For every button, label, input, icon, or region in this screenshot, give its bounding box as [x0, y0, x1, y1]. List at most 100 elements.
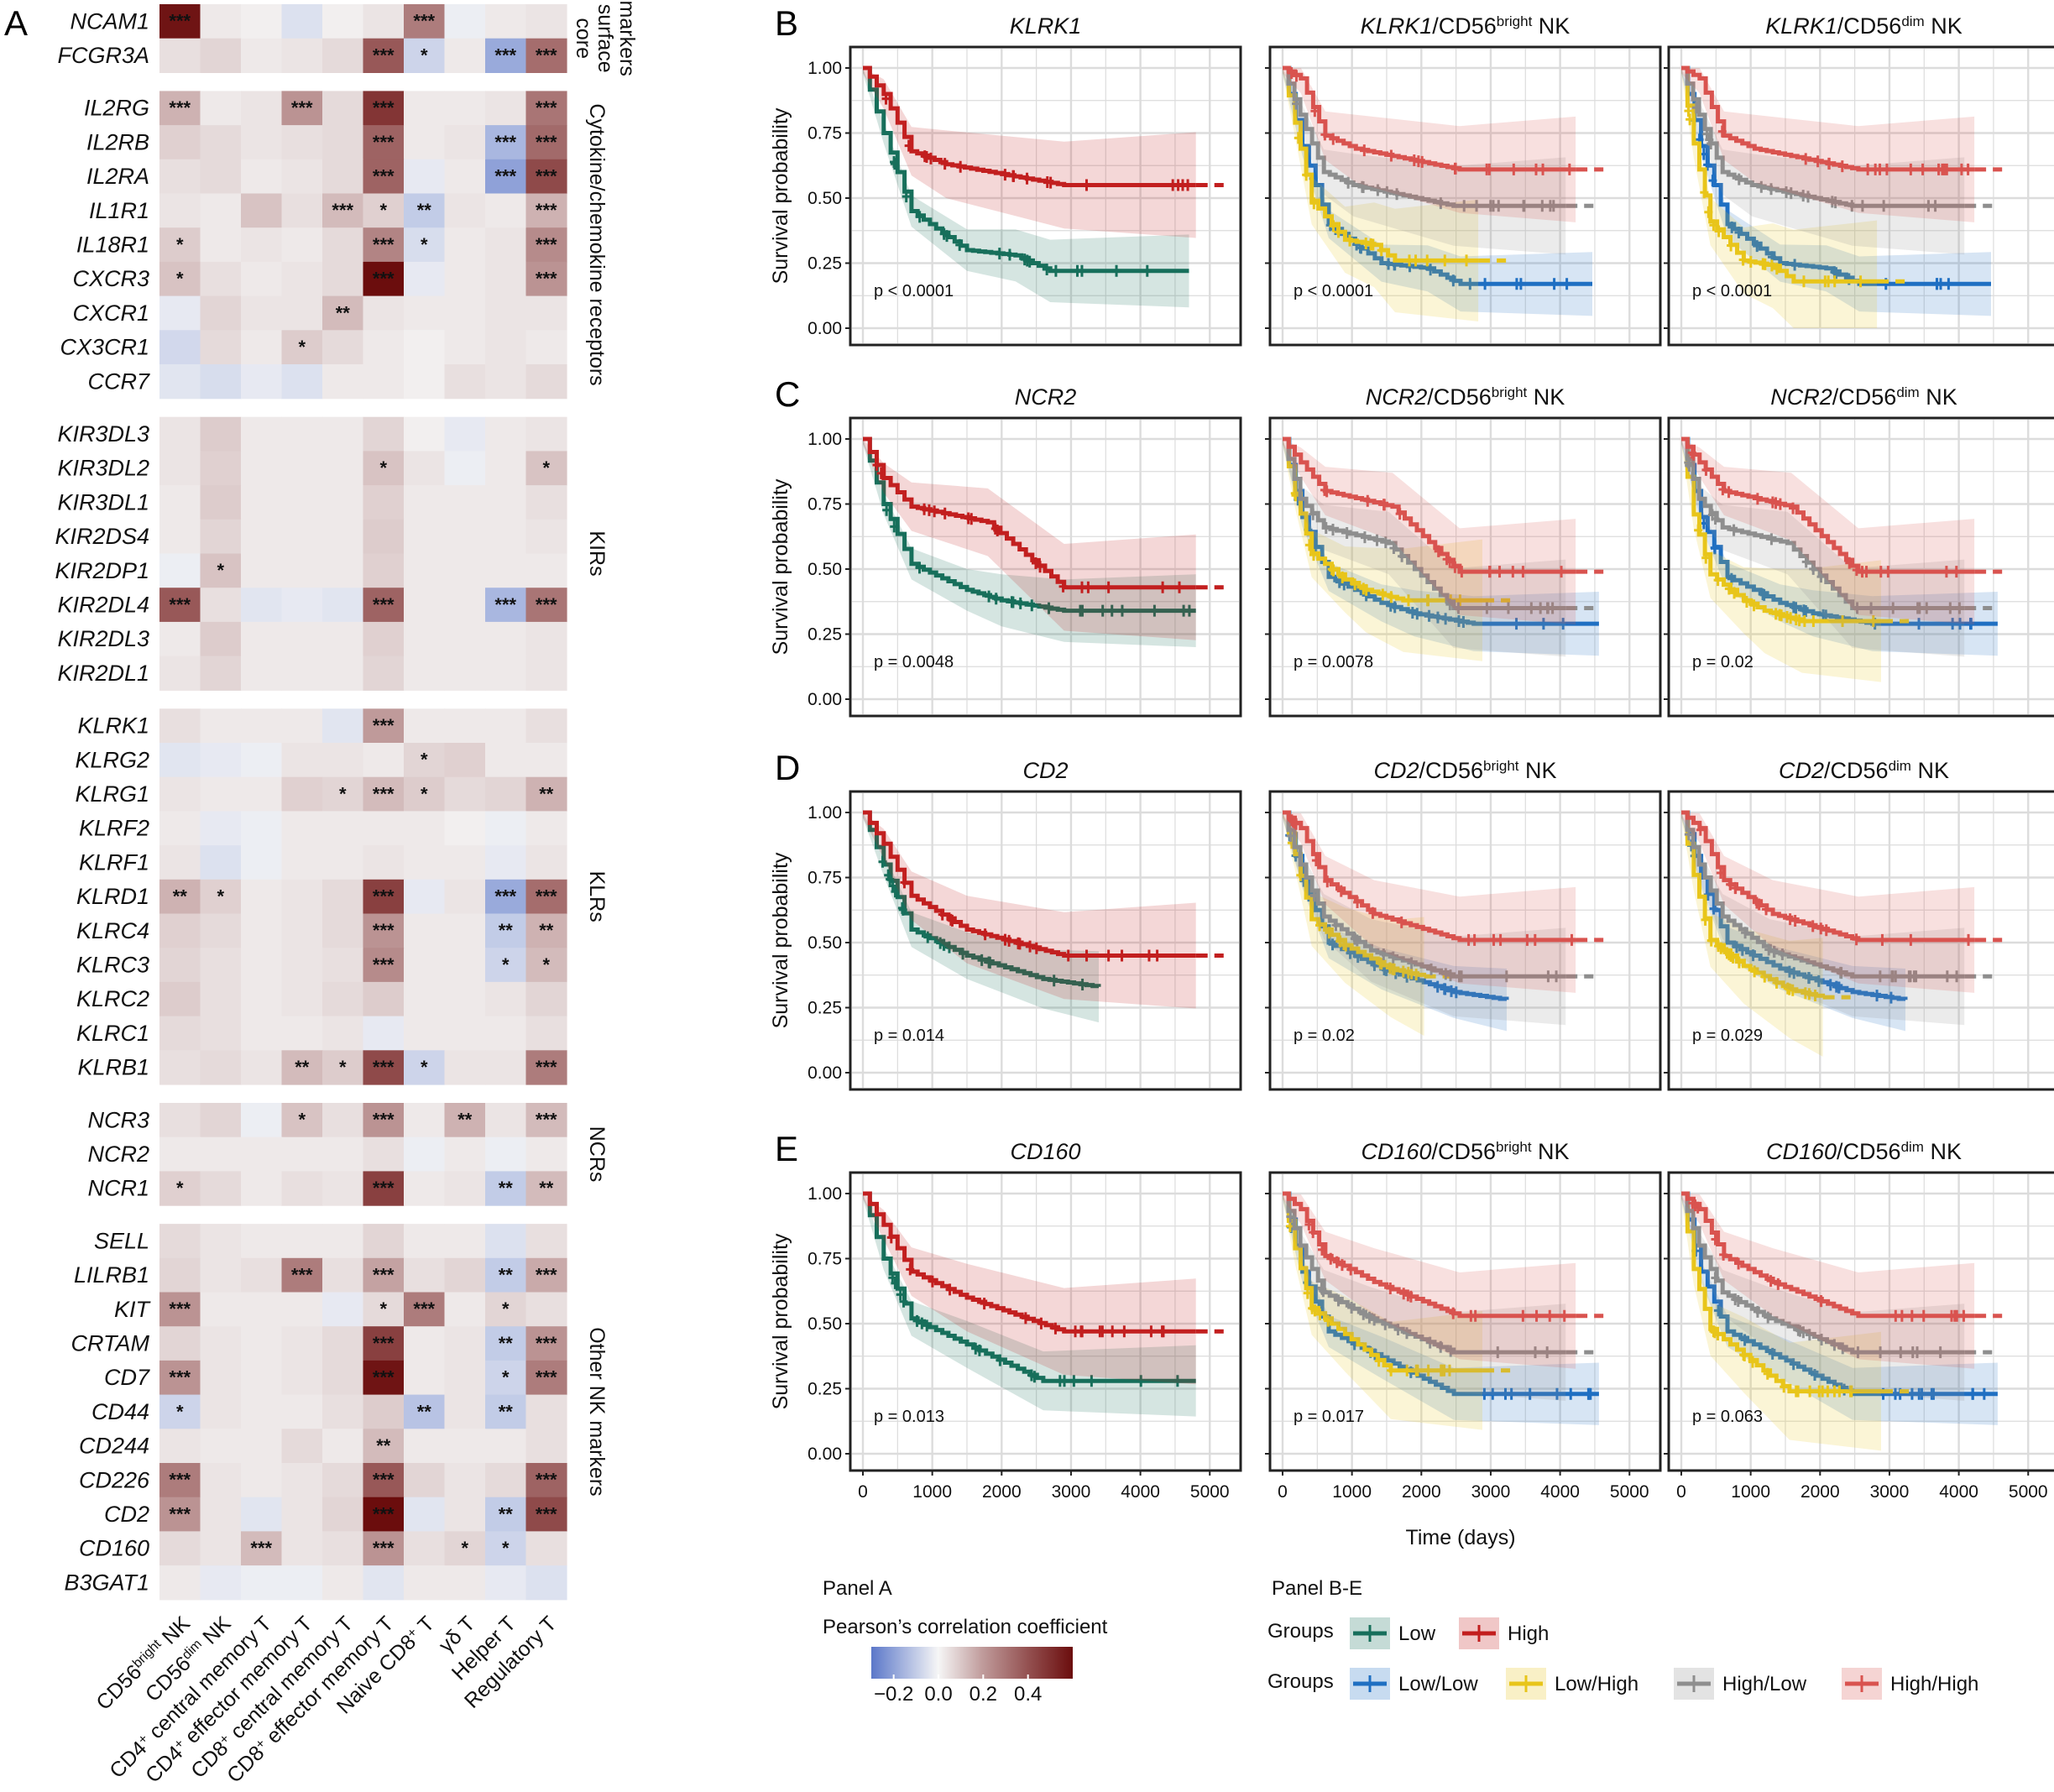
significance-stars: *** — [373, 132, 395, 153]
km-panel: CD2/CD56dim NK p = 0.029 — [1664, 758, 2054, 1091]
low-censor-mark — [1069, 1375, 1079, 1387]
significance-stars: *** — [536, 97, 557, 118]
gene-label: CD160 — [79, 1536, 149, 1561]
high-censor-mark — [948, 914, 957, 927]
low-ci-band — [863, 812, 1099, 1023]
lowhigh-censor-mark — [1811, 989, 1820, 1001]
title-part: /CD56 — [1837, 13, 1902, 39]
lowlow-censor-mark — [1727, 221, 1737, 233]
gene-name: CD2 — [1373, 758, 1419, 783]
heatmap-cell — [281, 1360, 323, 1396]
high-censor-mark — [1036, 561, 1045, 573]
highlow-censor-mark — [1381, 536, 1390, 549]
highhigh-censor-mark — [1837, 160, 1847, 173]
lowlow-curve — [1681, 810, 1908, 1001]
heatmap-cell — [159, 159, 201, 195]
highlow-censor-mark — [1867, 602, 1876, 614]
high-censor-mark — [1120, 1325, 1129, 1338]
highlow-ci-band — [1283, 1194, 1566, 1401]
lowlow-censor-mark — [1915, 1387, 1924, 1400]
lowlow-censor-mark — [1873, 990, 1882, 1002]
highhigh-ci-band — [1681, 812, 1975, 993]
highlow-censor-mark — [1853, 1346, 1863, 1359]
significance-stars: *** — [169, 594, 191, 615]
low-censor-mark — [1060, 1375, 1069, 1387]
heatmap-cell — [444, 656, 486, 691]
lowlow-ci-band — [1681, 68, 1991, 316]
heatmap-cell — [322, 227, 364, 263]
heatmap-cell — [159, 1394, 201, 1429]
group-label: NCRs — [585, 1126, 609, 1183]
lowhigh-censor-mark — [1309, 549, 1318, 562]
significance-stars: ** — [499, 1401, 514, 1422]
lowhigh-censor-mark — [1788, 984, 1797, 996]
gene-name: NCR2 — [1015, 384, 1077, 410]
x-tick-label: 1000 — [912, 1482, 952, 1502]
heatmap-cell — [200, 776, 242, 812]
gene-label: KIR2DP1 — [55, 558, 149, 583]
title-part: /CD56 — [1431, 1139, 1496, 1164]
heatmap-cell — [281, 776, 323, 812]
heatmap-cell — [241, 776, 283, 812]
highlow-censor-mark — [1436, 197, 1445, 210]
highhigh-censor-mark — [1320, 483, 1329, 496]
heatmap-cell — [404, 588, 446, 623]
heatmap-cell — [159, 125, 201, 160]
highlow-censor-mark — [1809, 562, 1818, 575]
heatmap-cell — [281, 708, 323, 744]
heatmap-cell — [200, 91, 242, 126]
highlow-censor-mark — [1799, 190, 1808, 202]
heatmap-cell — [444, 1050, 486, 1085]
heatmap-cell — [485, 485, 527, 520]
y-axis-label: Survival probability — [769, 852, 792, 1028]
lowhigh-censor-mark — [1684, 105, 1693, 118]
heatmap-cell — [200, 1497, 242, 1532]
gene-name: KLRK1 — [1361, 13, 1433, 39]
highlow-censor-mark — [1493, 1346, 1503, 1359]
highlow-censor-mark — [1936, 1346, 1945, 1359]
high-ci-band — [863, 439, 1196, 640]
significance-stars: * — [298, 1110, 306, 1131]
lowlow-censor-mark — [1738, 943, 1747, 956]
lowlow-censor-mark — [1826, 979, 1835, 991]
heatmap-cell — [281, 656, 323, 691]
low-censor-mark — [915, 562, 924, 574]
lowhigh-censor-mark — [1791, 1385, 1801, 1398]
significance-stars: * — [421, 783, 428, 804]
highhigh-censor-mark — [1907, 1309, 1916, 1322]
highhigh-censor-mark — [1726, 878, 1735, 891]
highlow-censor-mark — [1741, 927, 1750, 939]
lowlow-censor-mark — [1447, 985, 1456, 997]
heatmap-cell — [200, 1429, 242, 1464]
low-censor-mark — [936, 937, 945, 949]
heatmap-cell — [485, 159, 527, 195]
km-panel-title: CD2/CD56bright NK — [1373, 758, 1556, 784]
high-censor-mark — [956, 160, 965, 173]
highlow-censor-mark — [1908, 1346, 1917, 1359]
highlow-censor-mark — [1875, 970, 1884, 983]
high-censor-mark — [993, 524, 1002, 536]
heatmap-cell — [363, 1257, 405, 1293]
lowlow-censor-mark — [1424, 609, 1434, 622]
highhigh-censor-mark — [1434, 545, 1443, 557]
highhigh-censor-mark — [1450, 561, 1460, 573]
highlow-censor-mark — [1729, 524, 1738, 536]
highlow-censor-mark — [1360, 531, 1369, 544]
heatmap-cell — [200, 948, 242, 983]
highhigh-censor-mark — [1518, 566, 1528, 578]
heatmap-cell — [525, 1326, 567, 1361]
highlow-censor-mark — [1896, 1346, 1905, 1359]
highhigh-censor-mark — [1824, 157, 1833, 170]
heatmap-cell — [241, 708, 283, 744]
heatmap-cell — [281, 588, 323, 623]
heatmap-cell — [444, 553, 486, 588]
low-ci-band — [863, 1194, 1196, 1417]
heatmap-cell — [404, 91, 446, 126]
lowhigh-censor-mark — [1838, 615, 1848, 627]
gene-label: KIT — [114, 1297, 152, 1322]
highlow-censor-mark — [1731, 1293, 1740, 1306]
lowlow-curve — [1681, 65, 1991, 286]
heatmap-cell — [404, 1016, 446, 1051]
highhigh-censor-mark — [1963, 163, 1973, 175]
p-value: p = 0.017 — [1294, 1408, 1364, 1426]
